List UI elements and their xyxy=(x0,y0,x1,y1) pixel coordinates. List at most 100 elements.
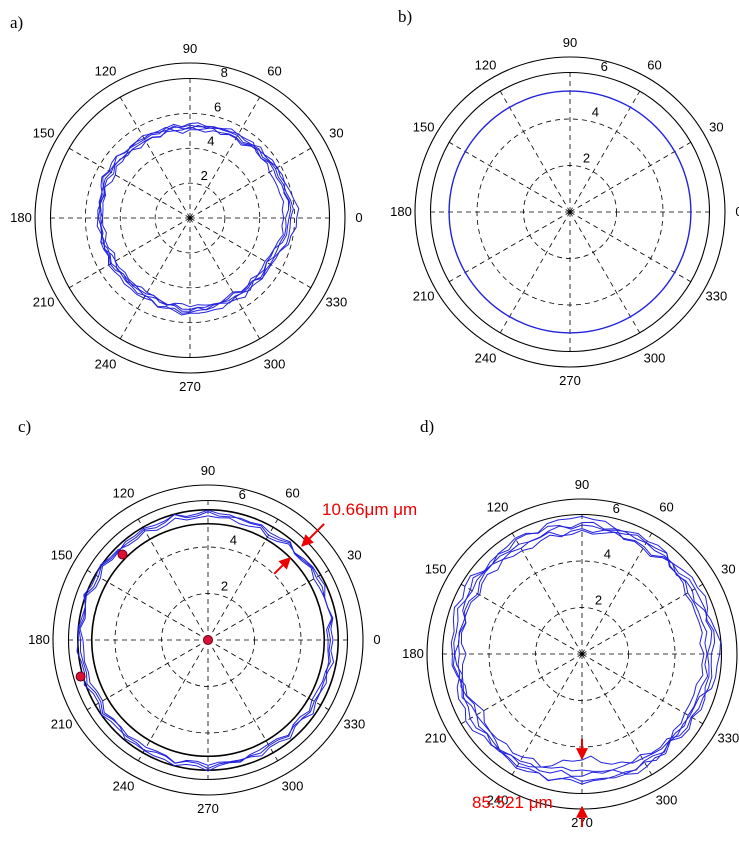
angle-tick-label: 300 xyxy=(656,792,678,807)
highlight-marker xyxy=(117,549,128,560)
grid-circle xyxy=(119,147,261,289)
angle-tick-label: 270 xyxy=(559,373,581,388)
angle-tick-label: 210 xyxy=(33,295,55,310)
grid-spoke xyxy=(569,90,641,213)
grid-spoke xyxy=(86,569,209,641)
angle-tick-label: 240 xyxy=(487,792,509,807)
series-line xyxy=(78,509,333,769)
radial-tick-label: 6 xyxy=(601,59,608,74)
series-line xyxy=(456,524,716,777)
series-line xyxy=(76,511,335,766)
angle-tick-label: 270 xyxy=(197,801,219,816)
grid-spoke xyxy=(137,639,209,762)
grid-spoke xyxy=(207,639,279,762)
panel-label: a) xyxy=(10,13,23,32)
angle-tick-label: 30 xyxy=(721,562,735,577)
radial-tick-label: 2 xyxy=(201,168,208,183)
series-line xyxy=(452,529,709,785)
grid-spoke xyxy=(448,141,571,213)
angle-tick-label: 30 xyxy=(347,548,361,563)
grid-spoke xyxy=(569,211,641,334)
grid-spoke xyxy=(511,532,583,655)
highlight-marker xyxy=(75,671,86,682)
outer-ring xyxy=(34,62,346,374)
series-line xyxy=(450,528,705,782)
panel-label: d) xyxy=(420,417,434,436)
grid-spoke xyxy=(207,639,330,711)
angle-tick-label: 210 xyxy=(425,731,447,746)
radial-tick-label: 6 xyxy=(214,99,221,114)
series-line xyxy=(79,515,333,772)
grid-spoke xyxy=(137,518,209,641)
angle-tick-label: 330 xyxy=(718,731,739,746)
angle-tick-label: 0 xyxy=(373,632,380,647)
angle-tick-label: 90 xyxy=(183,41,197,56)
angle-tick-label: 180 xyxy=(10,210,32,225)
series-line xyxy=(99,122,294,314)
angle-tick-label: 180 xyxy=(390,204,412,219)
angle-tick-label: 150 xyxy=(413,120,435,135)
radial-tick-label: 4 xyxy=(604,547,611,562)
panel-label: b) xyxy=(398,7,412,26)
series-line xyxy=(448,90,692,334)
radial-tick-label: 4 xyxy=(230,533,237,548)
grid-spoke xyxy=(499,211,571,334)
annotation-arrow xyxy=(301,523,325,547)
angle-tick-label: 330 xyxy=(344,717,366,732)
highlight-marker xyxy=(203,635,213,645)
angle-tick-label: 120 xyxy=(95,64,117,79)
series-line xyxy=(99,124,290,312)
annotation-arrow xyxy=(273,556,292,575)
angle-tick-label: 0 xyxy=(355,210,362,225)
radial-tick-label: 4 xyxy=(207,134,214,149)
series-line xyxy=(460,515,713,768)
angle-tick-label: 30 xyxy=(329,126,343,141)
angle-tick-label: 0 xyxy=(735,204,739,219)
origin-point xyxy=(568,210,572,214)
annotation-text: 85.521 μm xyxy=(472,793,553,812)
grid-spoke xyxy=(448,211,571,283)
angle-tick-label: 240 xyxy=(113,778,135,793)
annotation-text: 10.66μm μm xyxy=(322,500,417,519)
angle-tick-label: 150 xyxy=(425,562,447,577)
angle-tick-label: 150 xyxy=(51,548,73,563)
angle-tick-label: 300 xyxy=(282,778,304,793)
polar-panel-b: b) 0 30 60 90 120 150 180 210 240 270 300 330 2 4 6 xyxy=(390,7,739,388)
radial-tick-label: 6 xyxy=(613,501,620,516)
radial-tick-label: 6 xyxy=(239,487,246,502)
series-line xyxy=(96,126,285,308)
angle-tick-label: 60 xyxy=(647,58,661,73)
radial-tick-label: 2 xyxy=(583,150,590,165)
radial-tick-label: 2 xyxy=(595,592,602,607)
grid-circle xyxy=(84,112,296,324)
outer-ring xyxy=(414,56,726,368)
angle-tick-label: 180 xyxy=(28,632,50,647)
grid-spoke xyxy=(569,211,692,283)
radial-tick-label: 4 xyxy=(592,105,599,120)
angle-tick-label: 270 xyxy=(179,379,201,394)
polar-panel-c: c) 0 30 60 90 120 150 180 210 240 270 300 330 2 4 6 10.6… xyxy=(18,417,417,816)
polar-panel-d: d)030609012015018021024027030033024685.5… xyxy=(402,417,739,830)
angle-tick-label: 90 xyxy=(201,463,215,478)
grid-spoke xyxy=(499,90,571,213)
polar-panel-a: a) 0 30 60 90 120 150 180 210 240 270 300 330 2 4 6 8 xyxy=(10,13,363,394)
angle-tick-label: 150 xyxy=(33,126,55,141)
angle-tick-label: 210 xyxy=(51,717,73,732)
angle-tick-label: 300 xyxy=(264,356,286,371)
angle-tick-label: 330 xyxy=(706,289,728,304)
angle-tick-label: 240 xyxy=(95,356,117,371)
angle-tick-label: 300 xyxy=(644,350,666,365)
origin-point xyxy=(580,652,584,656)
origin-point xyxy=(188,216,192,220)
angle-tick-label: 120 xyxy=(475,58,497,73)
grid-spoke xyxy=(86,639,209,711)
angle-tick-label: 210 xyxy=(413,289,435,304)
grid-spoke xyxy=(460,653,583,725)
angle-tick-label: 30 xyxy=(709,120,723,135)
grid-circle xyxy=(154,182,226,254)
angle-tick-label: 330 xyxy=(326,295,348,310)
angle-tick-label: 180 xyxy=(402,646,424,661)
angle-tick-label: 240 xyxy=(475,350,497,365)
angle-tick-label: 60 xyxy=(267,64,281,79)
